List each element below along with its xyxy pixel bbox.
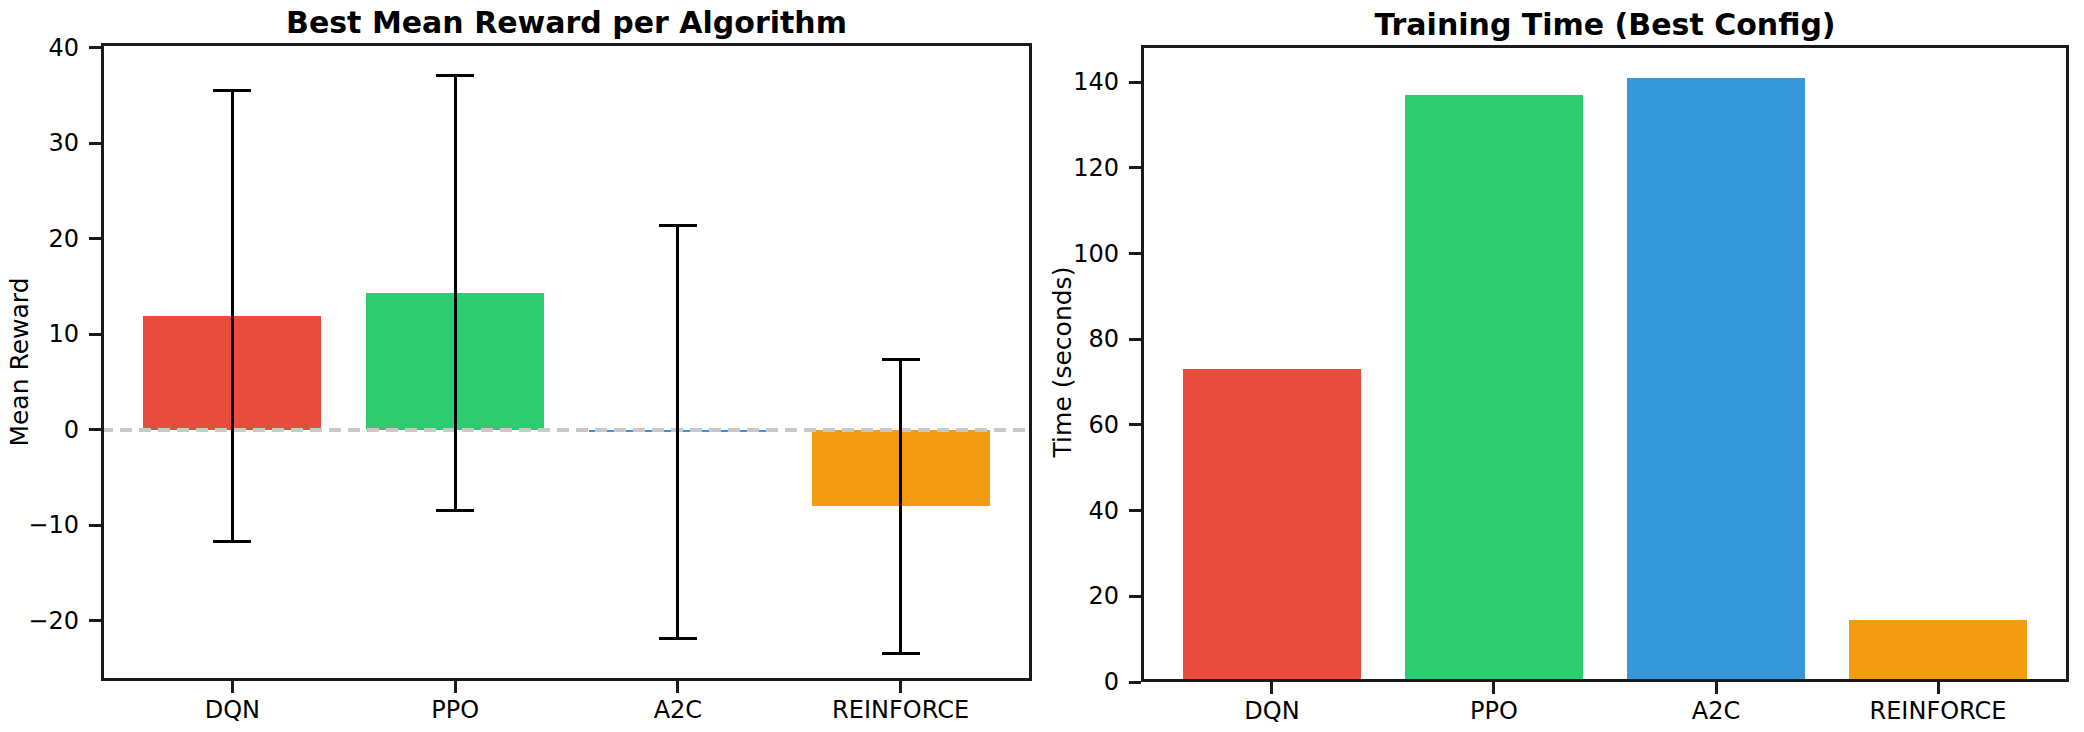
- x-tick-reinforce: [1937, 682, 1940, 694]
- y-tick-label-40: 40: [1019, 496, 1119, 526]
- error-cap-bottom-ppo: [436, 509, 474, 512]
- x-tick-ppo: [454, 681, 457, 693]
- y-tick-30: [89, 142, 101, 145]
- y-tick-80: [1129, 338, 1141, 341]
- x-tick-reinforce: [899, 681, 902, 693]
- y-tick-20: [89, 237, 101, 240]
- y-tick-10: [89, 333, 101, 336]
- bar-a2c: [1627, 78, 1805, 682]
- y-tick-0: [1129, 681, 1141, 684]
- error-cap-bottom-a2c: [659, 637, 697, 640]
- figure: Best Mean Reward per Algorithm Mean Rewa…: [0, 0, 2084, 732]
- y-tick-label-80: 80: [1019, 324, 1119, 354]
- x-tick-dqn: [1270, 682, 1273, 694]
- y-tick-20: [1129, 595, 1141, 598]
- x-tick-label-reinforce: REINFORCE: [1818, 696, 2058, 726]
- y-tick-100: [1129, 252, 1141, 255]
- bar-ppo: [1405, 95, 1583, 682]
- error-cap-bottom-reinforce: [882, 652, 920, 655]
- x-tick-label-dqn: DQN: [1152, 696, 1392, 726]
- x-tick-a2c: [676, 681, 679, 693]
- error-cap-bottom-dqn: [213, 540, 251, 543]
- x-tick-a2c: [1715, 682, 1718, 694]
- y-tick-label-20: 20: [1019, 581, 1119, 611]
- x-tick-dqn: [231, 681, 234, 693]
- y-tick-60: [1129, 423, 1141, 426]
- y-tick-label-100: 100: [1019, 239, 1119, 269]
- y-tick-label-140: 140: [1019, 67, 1119, 97]
- error-bar-a2c: [676, 225, 679, 638]
- y-tick-label-0: 0: [1019, 667, 1119, 697]
- y-tick-40: [1129, 509, 1141, 512]
- bar-dqn: [1183, 369, 1361, 682]
- y-tick--10: [89, 524, 101, 527]
- error-cap-top-reinforce: [882, 358, 920, 361]
- bar-reinforce: [1849, 620, 2027, 682]
- error-cap-top-ppo: [436, 74, 474, 77]
- y-tick-label-120: 120: [1019, 153, 1119, 183]
- x-tick-label-a2c: A2C: [1596, 696, 1836, 726]
- x-tick-label-ppo: PPO: [1374, 696, 1614, 726]
- y-tick-40: [89, 46, 101, 49]
- error-cap-top-dqn: [213, 89, 251, 92]
- y-tick-0: [89, 428, 101, 431]
- y-tick--20: [89, 619, 101, 622]
- y-tick-label-60: 60: [1019, 410, 1119, 440]
- error-bar-ppo: [454, 75, 457, 511]
- chart-title: Training Time (Best Config): [1141, 7, 2069, 42]
- y-tick-120: [1129, 166, 1141, 169]
- error-bar-dqn: [231, 91, 234, 542]
- error-cap-top-a2c: [659, 224, 697, 227]
- x-tick-ppo: [1492, 682, 1495, 694]
- error-bar-reinforce: [899, 359, 902, 653]
- zero-line: [101, 428, 1032, 432]
- y-tick-140: [1129, 81, 1141, 84]
